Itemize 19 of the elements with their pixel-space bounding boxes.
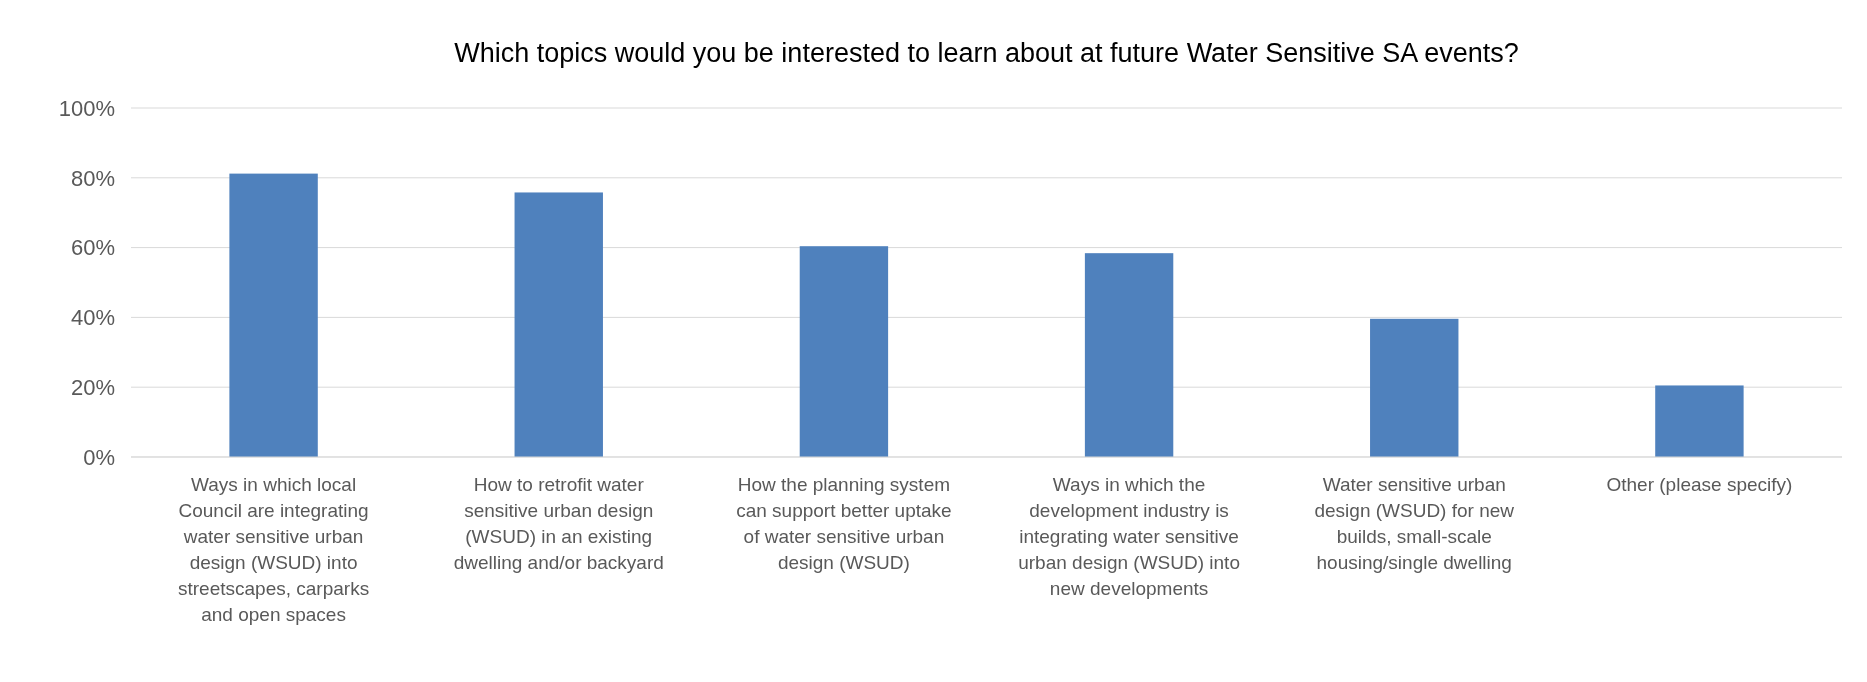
x-tick-label: Ways in which local Council are integrating water sensitive urban design (WSUD) into streetscapes, carparks and open spaces bbox=[178, 474, 370, 625]
y-tick-label: 20% bbox=[70, 374, 115, 400]
x-tick-label: How to retrofit water sensitive urban design (WSUD) in an existing dwelling and/or backyard bbox=[453, 474, 664, 573]
x-tick-label: Other (please specify) bbox=[1606, 474, 1793, 495]
y-tick-label: 40% bbox=[70, 305, 115, 331]
bar bbox=[799, 246, 889, 457]
x-tick-label: Water sensitive urban design (WSUD) for new builds, small-scale housing/single dwelling bbox=[1314, 474, 1515, 573]
x-tick-label: Ways in which the development industry is integrating water sensitive urban design (WSUD) into new developments bbox=[1018, 474, 1240, 599]
y-tick-label: 0% bbox=[83, 444, 115, 470]
bar bbox=[1084, 253, 1174, 457]
chart-title: Which topics would you be interested to learn about at future Water Sensitive SA events? bbox=[454, 38, 1519, 68]
bar bbox=[1370, 318, 1459, 457]
bar bbox=[1655, 385, 1744, 457]
y-tick-label: 80% bbox=[70, 165, 115, 191]
bar bbox=[514, 192, 603, 457]
x-tick-label: How the planning system can support better uptake of water sensitive urban design (WSUD) bbox=[736, 474, 952, 573]
bar bbox=[229, 173, 318, 457]
y-tick-label: 100% bbox=[58, 95, 115, 121]
y-tick-label: 60% bbox=[70, 235, 115, 261]
